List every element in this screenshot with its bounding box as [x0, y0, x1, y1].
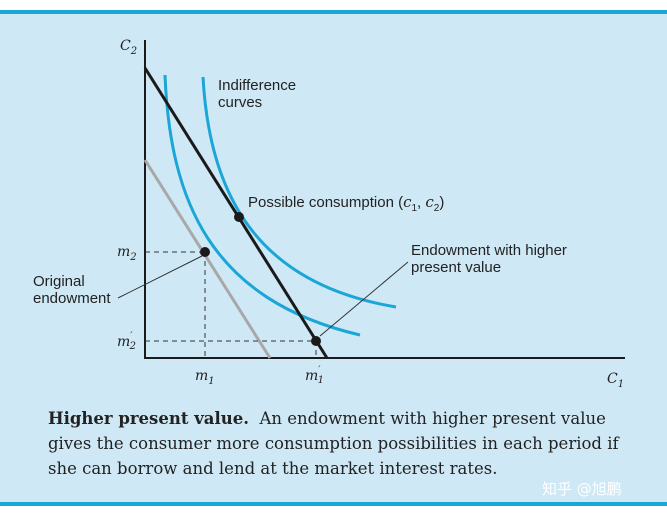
- original-label-line2: endowment: [33, 290, 111, 307]
- x-axis-label: C1: [607, 371, 624, 390]
- possible-consumption-point: [234, 212, 244, 222]
- endowment-label-line1: Endowment with higher: [411, 242, 567, 259]
- bottom-margin: [0, 506, 667, 517]
- original-pointer: [117, 255, 203, 299]
- m1-tick-label: m1: [195, 368, 215, 387]
- indifference-label-line2: curves: [218, 94, 262, 111]
- original-budget-line: [143, 159, 272, 359]
- endowment-label-line2: present value: [411, 259, 501, 276]
- figure-caption: Higher present value. An endowment with …: [48, 406, 628, 481]
- indifference-curve-higher: [201, 76, 397, 309]
- possible-consumption-label: Possible consumption (c1, c2): [248, 193, 444, 214]
- higher-endowment-point: [311, 336, 321, 346]
- m2-tick-label: m2: [117, 244, 137, 263]
- m2-prime-tick-label: m′ 2: [117, 331, 136, 352]
- bottom-rule: [0, 502, 667, 506]
- y-axis-label: C2: [120, 38, 137, 57]
- indifference-label-line1: Indifference: [218, 77, 296, 94]
- indifference-curve-lower: [163, 74, 361, 337]
- endowment-pointer: [319, 261, 409, 337]
- top-margin: [0, 0, 667, 10]
- original-endowment-point: [200, 247, 210, 257]
- top-rule: [0, 10, 667, 14]
- caption-title: Higher present value.: [48, 409, 249, 428]
- watermark: 知乎 @旭鹏: [542, 480, 622, 498]
- caption-body: An endowment with higher present value g…: [48, 409, 619, 478]
- original-label-line1: Original: [33, 273, 85, 290]
- m1-prime-tick-label: m′ 1: [305, 365, 324, 386]
